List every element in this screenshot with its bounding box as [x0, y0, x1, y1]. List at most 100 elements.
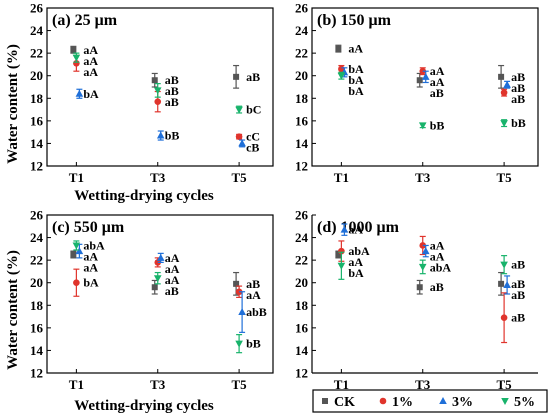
panel-title: (a) 25 μm	[52, 12, 118, 29]
data-point	[153, 275, 162, 283]
panel-title: (c) 550 μm	[52, 219, 125, 236]
significance-label: aB	[511, 92, 525, 106]
y-tick-label: 24	[30, 23, 44, 38]
significance-label: cB	[246, 141, 259, 155]
data-point	[503, 80, 511, 88]
y-tick-label: 14	[30, 343, 44, 358]
significance-label: aB	[511, 81, 525, 95]
y-tick-label: 12	[295, 159, 308, 174]
data-point	[503, 280, 511, 288]
data-point	[421, 247, 430, 255]
significance-label: aB	[511, 70, 525, 84]
significance-label: aA	[246, 288, 261, 302]
significance-label: aA	[83, 43, 98, 57]
x-tick-label: T5	[232, 377, 248, 392]
data-point	[72, 54, 81, 62]
y-axis-label-bottom: Water content (%)	[5, 250, 21, 370]
data-point	[73, 279, 80, 287]
y-tick-label: 14	[295, 343, 309, 358]
y-tick-label: 22	[295, 46, 308, 61]
significance-label: aA	[83, 54, 98, 68]
y-tick-label: 18	[295, 298, 309, 313]
data-point	[70, 46, 77, 53]
y-tick-label: 18	[30, 91, 44, 106]
significance-label: aA	[430, 64, 445, 78]
significance-label: bB	[246, 337, 261, 351]
significance-label: aB	[246, 277, 260, 291]
y-tick-label: 14	[295, 136, 309, 151]
significance-label: aB	[511, 277, 525, 291]
data-point	[235, 106, 243, 114]
significance-label: bB	[430, 118, 445, 132]
data-point	[418, 263, 427, 271]
legend: CK 1% 3% 5%	[312, 389, 548, 413]
significance-label: aA	[83, 65, 98, 79]
significance-label: cC	[246, 130, 260, 144]
y-tick-label: 22	[30, 253, 43, 268]
data-point	[421, 72, 430, 80]
y-tick-label: 12	[295, 366, 308, 381]
significance-label: aA	[83, 249, 98, 263]
legend-label: 5%	[514, 395, 535, 410]
y-tick-label: 24	[295, 230, 309, 245]
significance-label: bA	[348, 84, 364, 98]
significance-label: aA	[430, 249, 445, 263]
significance-label: abA	[83, 238, 105, 252]
y-tick-label: 26	[295, 1, 309, 16]
y-tick-label: 26	[30, 1, 44, 16]
data-point	[151, 77, 158, 84]
significance-label: abA	[430, 260, 452, 274]
significance-label: aA	[348, 42, 363, 56]
significance-label: aB	[511, 288, 525, 302]
data-point	[500, 120, 508, 128]
legend-label: 1%	[392, 395, 413, 410]
panel-title: (b) 150 μm	[317, 12, 392, 29]
data-point	[151, 284, 158, 291]
x-tick-label: T1	[334, 377, 349, 392]
significance-label: aA	[165, 273, 180, 287]
significance-label: aB	[165, 73, 179, 87]
y-tick-label: 20	[295, 68, 308, 83]
y-tick-label: 12	[30, 159, 43, 174]
data-point	[156, 253, 165, 261]
data-point	[416, 77, 423, 84]
data-point	[156, 131, 165, 139]
significance-label: bC	[246, 103, 261, 117]
significance-label: bA	[348, 73, 364, 87]
legend-frame	[312, 389, 548, 413]
y-tick-label: 26	[295, 208, 309, 223]
significance-label: bB	[511, 116, 526, 130]
data-point	[340, 225, 349, 233]
x-axis-label-bottom: Wetting-drying cycles	[74, 398, 214, 414]
y-tick-label: 18	[295, 91, 309, 106]
data-point	[500, 89, 508, 96]
y-tick-label: 20	[30, 275, 43, 290]
data-point	[238, 308, 246, 316]
y-tick-label: 24	[295, 23, 309, 38]
y-tick-label: 16	[295, 320, 309, 335]
x-tick-label: T5	[497, 170, 513, 185]
significance-label: abB	[246, 305, 267, 319]
data-point	[233, 280, 240, 287]
plot-frame	[311, 7, 539, 167]
x-tick-label: T1	[69, 377, 84, 392]
y-tick-label: 12	[30, 366, 43, 381]
legend-marker	[322, 398, 328, 404]
significance-label: aA	[348, 223, 363, 237]
significance-label: aB	[430, 86, 444, 100]
data-point	[235, 340, 243, 348]
x-tick-label: T3	[150, 377, 166, 392]
data-point	[70, 251, 77, 258]
data-point	[337, 262, 346, 270]
legend-marker	[501, 398, 509, 405]
x-tick-label: T1	[334, 170, 349, 185]
significance-label: aA	[165, 251, 180, 265]
y-tick-label: 16	[30, 320, 44, 335]
significance-label: aA	[430, 75, 445, 89]
significance-label: aB	[165, 284, 179, 298]
y-tick-label: 26	[30, 208, 44, 223]
data-point	[498, 280, 505, 287]
y-tick-label: 16	[295, 113, 309, 128]
